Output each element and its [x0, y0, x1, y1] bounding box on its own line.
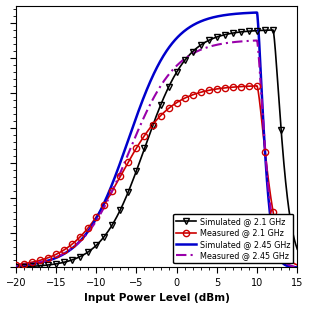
X-axis label: Input Power Level (dBm): Input Power Level (dBm): [84, 294, 230, 303]
Legend: Simulated @ 2.1 GHz, Measured @ 2.1 GHz, Simulated @ 2.45 GHz, Measured @ 2.45 G: Simulated @ 2.1 GHz, Measured @ 2.1 GHz,…: [173, 214, 293, 264]
